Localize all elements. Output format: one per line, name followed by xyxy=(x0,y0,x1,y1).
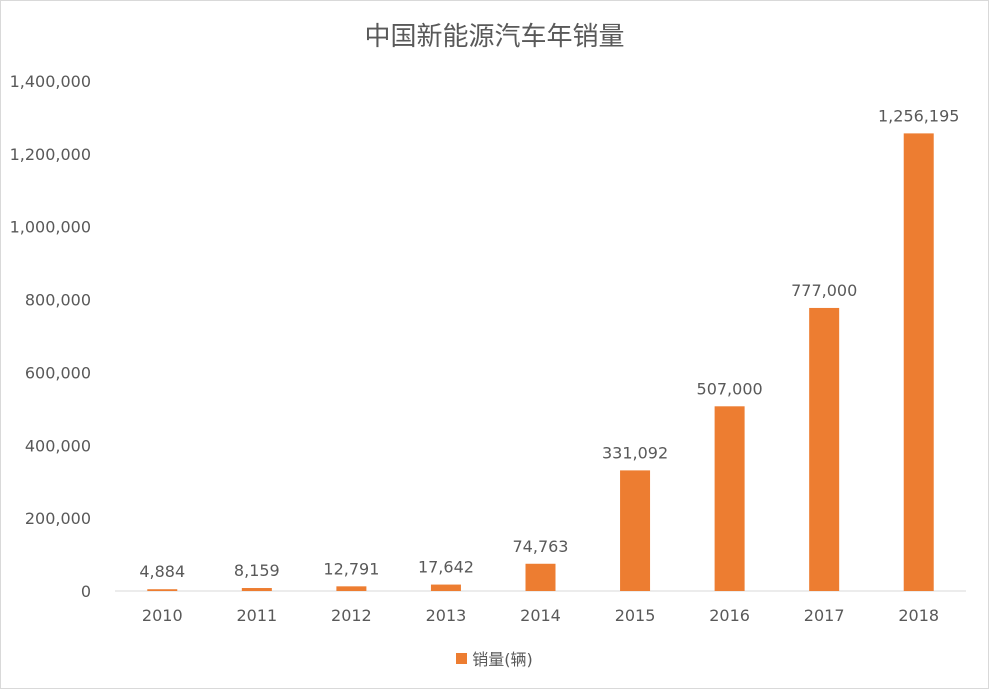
bar xyxy=(809,307,840,591)
data-label: 4,884 xyxy=(139,562,185,581)
bar xyxy=(336,586,367,591)
y-tick-label: 800,000 xyxy=(25,291,91,310)
legend-label: 销量(辆) xyxy=(472,650,533,669)
data-label: 331,092 xyxy=(602,443,668,462)
legend-swatch xyxy=(456,652,468,664)
legend: 销量(辆) xyxy=(0,646,989,670)
data-label: 12,791 xyxy=(323,559,379,578)
x-tick-label: 2016 xyxy=(709,606,750,625)
bar xyxy=(430,584,461,591)
data-label: 17,642 xyxy=(418,558,474,577)
y-tick-label: 0 xyxy=(81,582,91,601)
x-tick-label: 2015 xyxy=(615,606,656,625)
y-tick-label: 1,400,000 xyxy=(10,72,91,91)
x-tick-label: 2013 xyxy=(426,606,467,625)
y-tick-label: 1,200,000 xyxy=(10,145,91,164)
bar xyxy=(714,406,745,591)
x-tick-label: 2018 xyxy=(898,606,939,625)
bar xyxy=(241,588,272,591)
chart-title: 中国新能源汽车年销量 xyxy=(364,22,625,52)
x-tick-label: 2017 xyxy=(804,606,845,625)
y-tick-label: 400,000 xyxy=(25,436,91,455)
x-tick-label: 2010 xyxy=(142,606,183,625)
y-tick-label: 200,000 xyxy=(25,509,91,528)
x-tick-label: 2012 xyxy=(331,606,372,625)
data-label: 507,000 xyxy=(697,379,763,398)
bar xyxy=(620,470,651,591)
bar xyxy=(147,589,178,591)
y-tick-label: 1,000,000 xyxy=(10,218,91,237)
y-tick-label: 600,000 xyxy=(25,363,91,382)
bar xyxy=(903,133,934,591)
x-tick-label: 2014 xyxy=(520,606,561,625)
data-label: 74,763 xyxy=(513,537,569,556)
data-label: 1,256,195 xyxy=(878,106,959,125)
data-label: 8,159 xyxy=(234,561,280,580)
bar xyxy=(525,563,556,591)
x-tick-label: 2011 xyxy=(236,606,277,625)
data-label: 777,000 xyxy=(791,281,857,300)
